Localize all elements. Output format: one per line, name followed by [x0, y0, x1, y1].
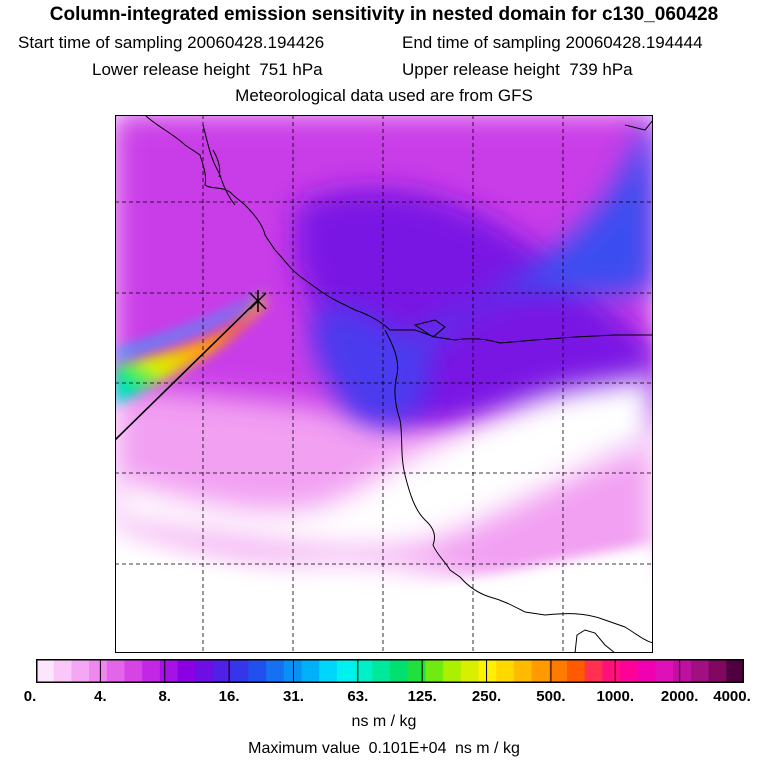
release-marker [249, 290, 267, 312]
colorbar-swatch [620, 659, 639, 683]
coastline [144, 115, 653, 653]
colorbar-tick-label: 1000. [596, 688, 635, 705]
colorbar-tick-label: 16. [218, 688, 240, 705]
max-value: 0.101E+04 [368, 740, 447, 757]
colorbar-swatch [319, 659, 338, 683]
colorbar-swatch [36, 659, 55, 683]
colorbar-swatch [142, 659, 161, 683]
upper-release-label: Upper release height [402, 60, 560, 79]
colorbar-swatch [708, 659, 727, 683]
end-time-label: End time of sampling [402, 33, 561, 52]
max-label: Maximum value [248, 740, 361, 757]
colorbar-swatch [266, 659, 285, 683]
colorbar-swatch [106, 659, 125, 683]
colorbar-swatch [372, 659, 391, 683]
colorbar-tick-label: 8. [158, 688, 171, 705]
field-white-southwest [115, 555, 315, 653]
colorbar-frame [36, 659, 744, 683]
end-time-line: End time of sampling 20060428.194444 [402, 33, 703, 53]
field-white-band [115, 375, 653, 550]
colorbar-swatch [230, 659, 249, 683]
colorbar-swatch [637, 659, 656, 683]
colorbar-swatch [177, 659, 196, 683]
colorbar [36, 659, 744, 683]
colorbar-swatch [283, 659, 302, 683]
colorbar-swatch [390, 659, 409, 683]
colorbar-swatch [89, 659, 108, 683]
coastline-isthmus [384, 329, 653, 644]
colorbar-tick-label: 125. [407, 688, 437, 705]
sensitivity-map [115, 115, 653, 653]
colorbar-swatch [53, 659, 72, 683]
colorbar-units: ns m / kg [351, 713, 417, 730]
colorbar-tick-label: 500. [536, 688, 566, 705]
upper-release-value: 739 hPa [569, 60, 633, 79]
colorbar-swatch [673, 659, 692, 683]
field-blue-central [313, 305, 428, 425]
start-time-label: Start time of sampling [18, 33, 183, 52]
met-data-line: Meteorological data used are from GFS [235, 86, 533, 105]
map-frame [115, 115, 653, 653]
colorbar-swatch [549, 659, 568, 683]
colorbar-swatch [354, 659, 373, 683]
lower-release-label: Lower release height [92, 60, 250, 79]
colorbar-swatch [584, 659, 603, 683]
colorbar-swatch [443, 659, 462, 683]
field-white-south [315, 545, 653, 653]
colorbar-swatch [425, 659, 444, 683]
colorbar-swatch [602, 659, 621, 683]
lower-release-value: 751 hPa [259, 60, 323, 79]
coastline-island [413, 319, 446, 338]
start-time-line: Start time of sampling 20060428.194426 [18, 33, 324, 53]
grid-lines [115, 115, 653, 653]
chart-title: Column-integrated emission sensitivity i… [49, 4, 719, 25]
colorbar-swatch [71, 659, 90, 683]
colorbar-swatch [655, 659, 674, 683]
colorbar-tick-label: 250. [471, 688, 502, 705]
colorbar-tick-label: 63. [347, 688, 369, 705]
max-units: ns m / kg [454, 740, 520, 757]
colorbar-swatch [124, 659, 143, 683]
colorbar-swatch [407, 659, 426, 683]
colorbar-tick-label: 0. [23, 688, 37, 705]
colorbar-swatch [726, 659, 744, 683]
colorbar-swatch [336, 659, 356, 683]
colorbar-swatch [195, 659, 214, 683]
flight-track [115, 299, 259, 441]
plume [115, 291, 265, 405]
start-time-value: 20060428.194426 [187, 33, 325, 52]
colorbar-tick-label: 4000. [713, 688, 751, 705]
emission-field [115, 115, 653, 653]
colorbar-tick-label: 31. [283, 688, 304, 705]
colorbar-swatch [690, 659, 710, 683]
coastline-east [624, 119, 653, 131]
upper-release-line: Upper release height 739 hPa [402, 60, 633, 80]
colorbar-swatch [496, 659, 515, 683]
plume-edge [115, 291, 265, 360]
colorbar-swatch [301, 659, 320, 683]
colorbar-tick-label: 2000. [660, 688, 699, 705]
colorbar-tick-label: 4. [94, 688, 107, 705]
plume-core [115, 293, 265, 405]
maximum-value-line: Maximum value 0.101E+04 ns m / kg [0, 740, 768, 758]
colorbar-swatch [159, 659, 179, 683]
colorbar-swatch [460, 659, 479, 683]
colorbar-swatch [513, 659, 533, 683]
end-time-value: 20060428.194444 [565, 33, 703, 52]
colorbar-swatch [531, 659, 550, 683]
colorbar-swatch [567, 659, 586, 683]
colorbar-swatch [248, 659, 267, 683]
coastline-gulf [202, 124, 236, 206]
colorbar-swatch [478, 659, 497, 683]
lower-release-line: Lower release height 751 hPa [92, 60, 323, 80]
colorbar-swatch [213, 659, 232, 683]
coastline-south [574, 629, 616, 653]
